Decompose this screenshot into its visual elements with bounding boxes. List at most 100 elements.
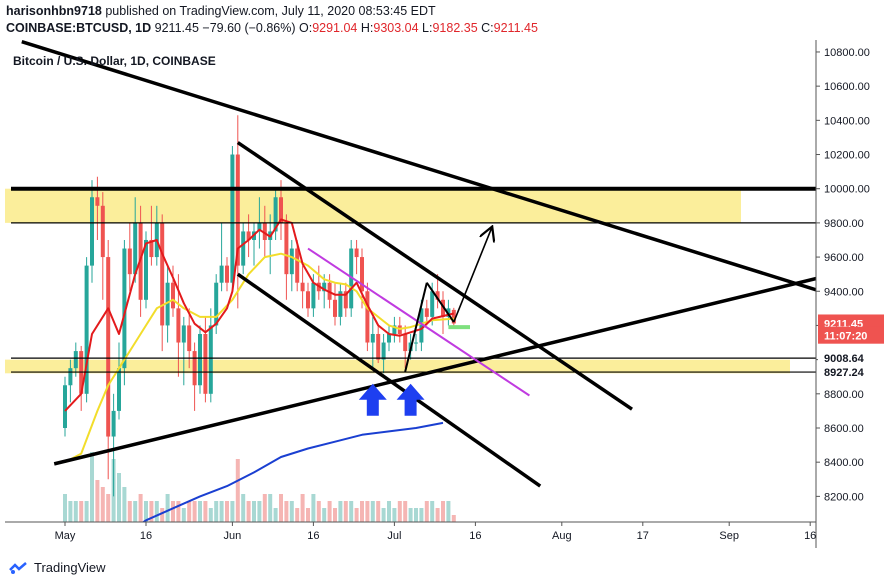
volume-bar [138,494,143,522]
volume-bar [311,494,316,522]
upper-trendline [21,40,816,292]
candle-body [127,248,132,275]
volume-bar [262,494,267,522]
volume-bar [365,501,370,522]
ma-red-line [64,218,455,412]
close-label: C: [481,21,494,35]
candle-body [68,368,73,386]
tradingview-logo-icon [9,561,27,574]
volume-bar [441,501,445,522]
x-tick-label: Jun [224,530,242,542]
candle-body [176,308,181,343]
footer: TradingView [8,560,106,575]
volume-bar [306,508,310,522]
y-tick-label: 9600.00 [824,252,864,264]
candle-body [424,308,429,317]
candle-body [246,231,251,240]
footer-brand: TradingView [34,560,106,575]
candle-body [311,282,316,309]
y-tick-label: 8200.00 [824,491,864,503]
volume-bar [144,501,148,522]
volume-bar [165,494,170,522]
candle-body [381,342,386,360]
volume-bar [176,501,181,522]
volume-bar [257,501,262,522]
candle-body [306,291,310,309]
candle-body [149,239,154,258]
y-tick-label: 10800.00 [824,47,870,59]
volume-bar [273,508,278,522]
volume-bar [214,501,219,522]
volume-bar [349,501,354,522]
ma-blue-line [141,421,444,522]
candle-body [289,248,294,275]
volume-bar [246,501,251,522]
y-tick-label: 10400.00 [824,115,870,127]
candle-body [214,282,219,326]
wedge-right [425,282,455,323]
volume-bar [376,501,381,522]
volume-bar [68,501,73,522]
x-tick-label: Jul [387,530,401,542]
volume-bar [133,501,138,522]
y-tick-label: 8600.00 [824,423,864,435]
candle-body [203,333,208,394]
candle-body [419,308,424,343]
candle-body [225,265,229,283]
candle-body [392,325,397,334]
price-chart[interactable]: Bitcoin / U.S. Dollar, 1D, COINBASE 8200.… [5,40,885,548]
candle-body [279,197,283,223]
candle-body [95,197,100,206]
candle-body [235,154,240,266]
volume-bar [252,501,256,522]
volume-bar [322,508,327,522]
chart-container[interactable]: Bitcoin / U.S. Dollar, 1D, COINBASE 8200.… [5,40,885,548]
candle-body [241,231,246,266]
volume-bar [160,508,165,522]
volume-bar [451,515,456,522]
volume-bar [127,501,132,522]
candle-body [100,205,105,258]
volume-bar [208,508,213,522]
ma-yellow-line [64,252,454,464]
candle-body [84,265,89,394]
volume-bar [79,501,84,522]
volume-bar [446,501,451,522]
volume-bar [424,501,429,522]
open-label: O: [299,21,313,35]
volume-bar [235,459,240,522]
up-arrow-icon [396,383,425,416]
volume-bar [90,452,94,522]
wedge-left [404,282,428,372]
volume-bar [403,501,408,522]
volume-bar [63,494,67,522]
candle-body [430,291,435,317]
x-tick-label: 16 [804,530,816,542]
volume-bar [408,508,413,522]
up-arrow-icon [358,383,387,416]
candle-body [160,222,165,326]
purple-line [307,247,530,397]
price-tag-label: 11:07:20 [824,331,867,343]
y-tick-label: 8800.00 [824,389,864,401]
candle-body [300,282,305,292]
candle-body [181,325,186,343]
symbol-info: COINBASE:BTCUSD, 1D 9211.45 −79.60 (−0.8… [6,21,538,35]
candle-body [144,239,148,300]
volume-bar [279,494,283,522]
price-tag-label: 9008.64 [824,353,865,365]
candle-body [122,248,127,369]
x-tick-label: May [55,530,76,542]
candle-body [63,385,67,428]
published-text: published on TradingView.com, July 11, 2… [105,4,436,18]
volume-bar [230,501,235,522]
volume-bar [300,494,305,522]
low-value: 9182.35 [432,21,478,35]
candle-body [349,248,354,309]
candle-body [106,257,111,437]
volume-bar [225,501,229,522]
volume-bar [327,501,332,522]
y-tick-label: 9400.00 [824,286,864,298]
volume-bar [343,501,348,522]
volume-bar [268,494,273,522]
